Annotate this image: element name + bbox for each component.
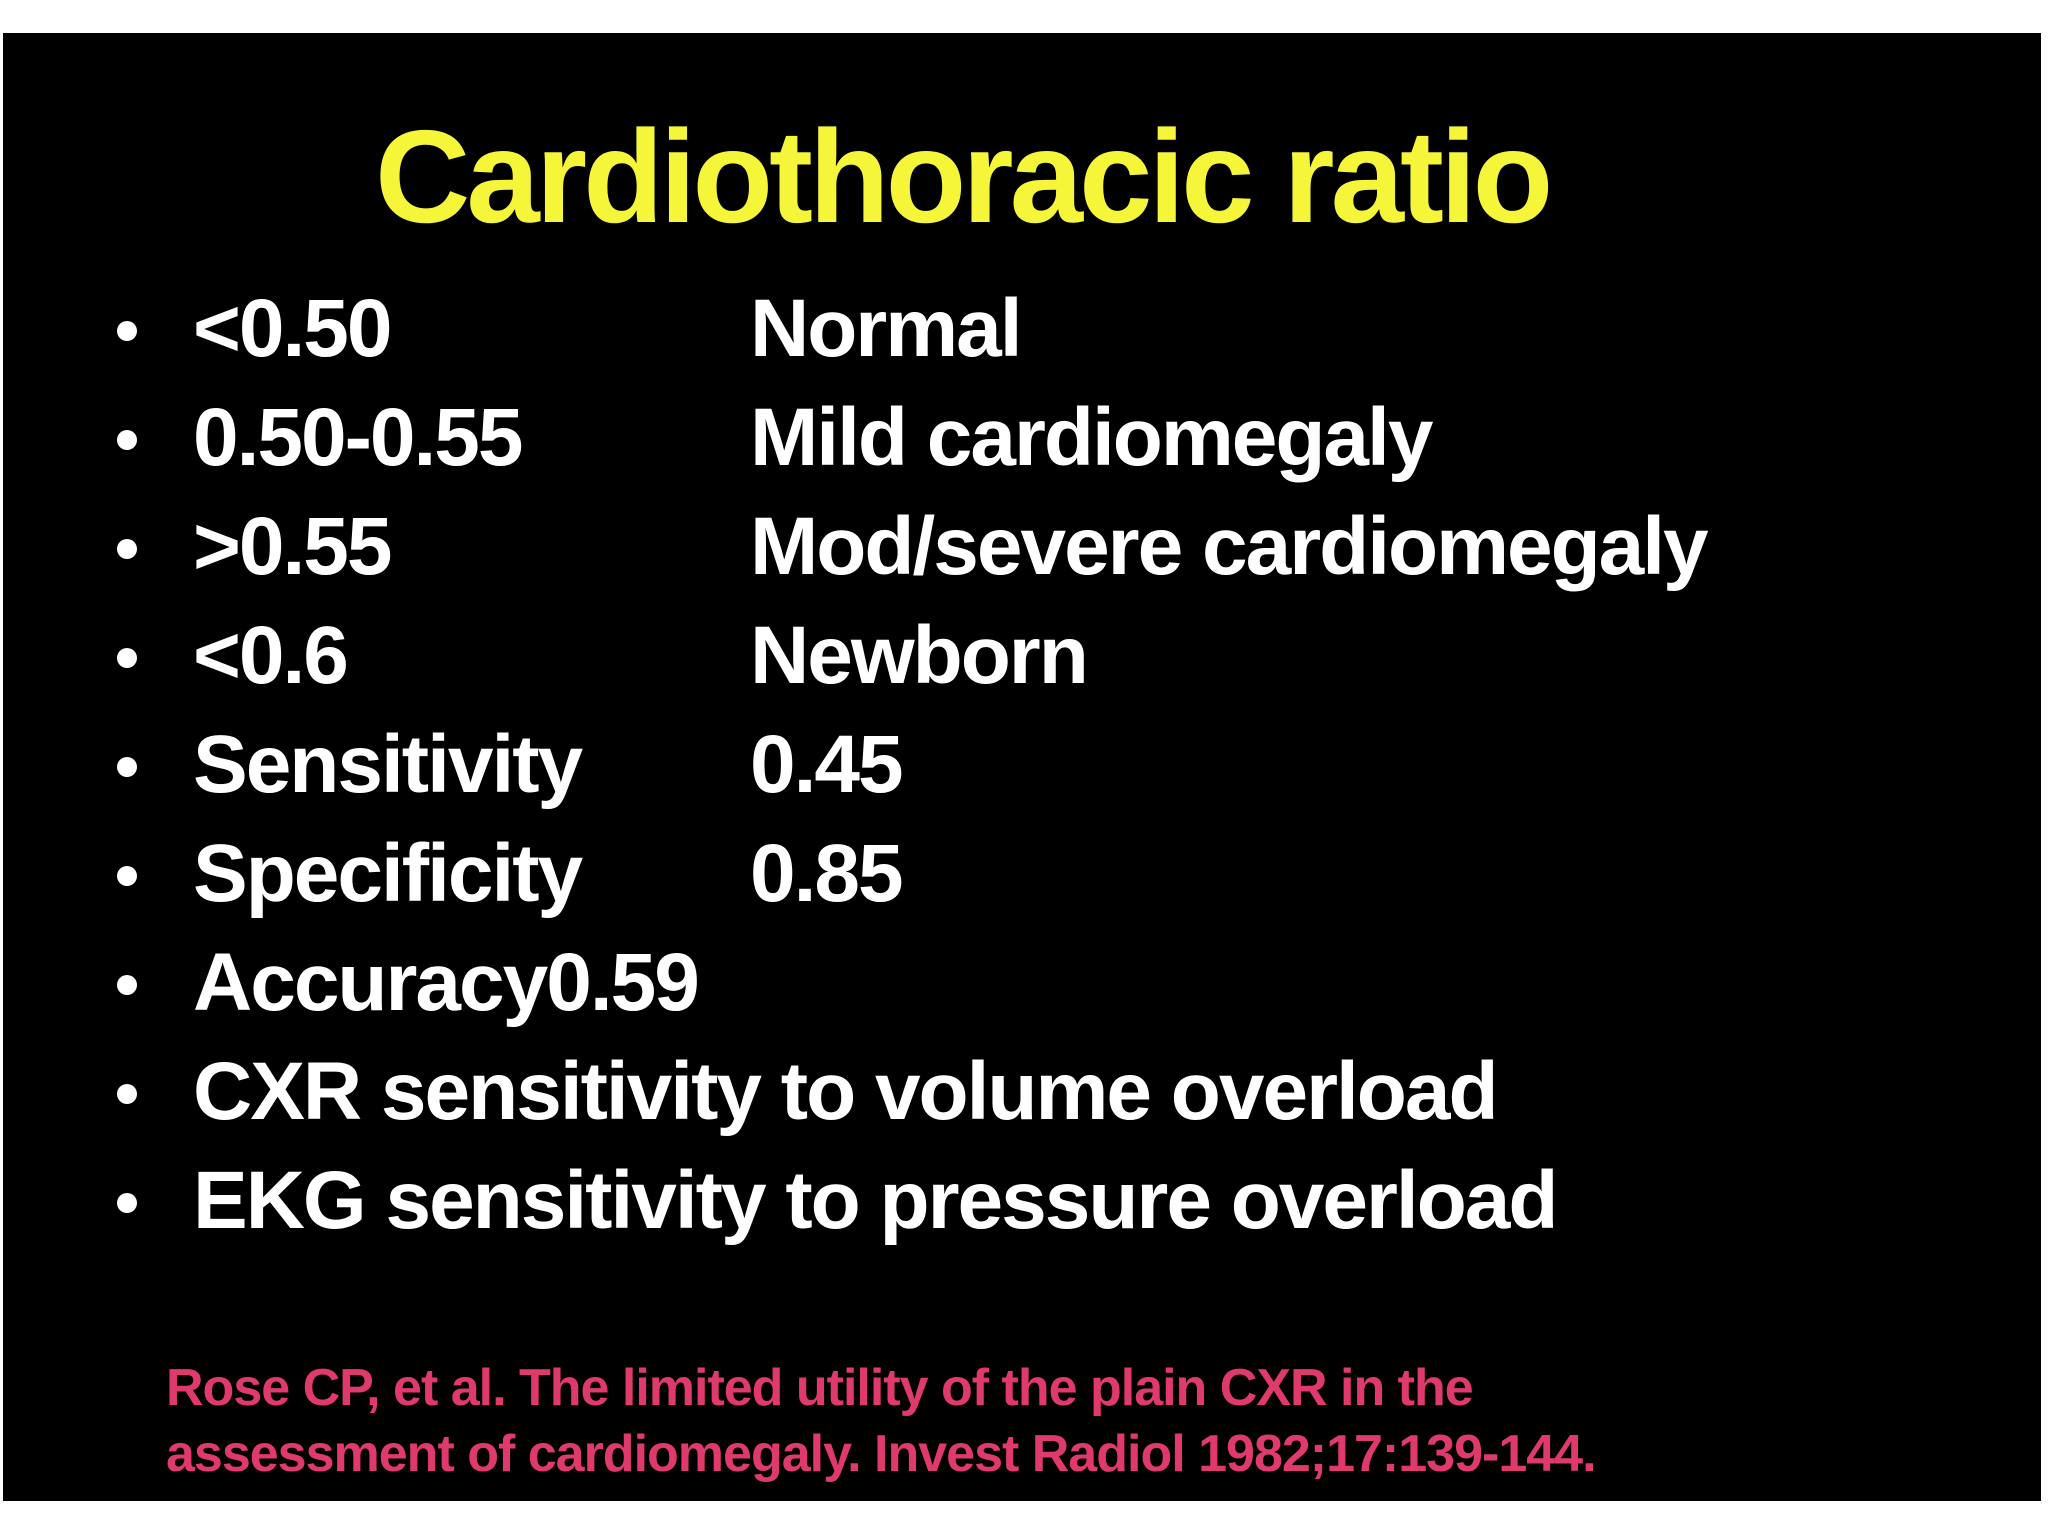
- bullet-item: EKG sensitivity to pressure overload: [3, 1151, 2041, 1251]
- bullet-value: 0.85: [750, 828, 904, 919]
- bullet-item: Specificity 0.85: [3, 824, 2041, 924]
- bullet-value: 0.45: [750, 719, 904, 810]
- bullet-dot: [117, 539, 137, 559]
- bullet-label: Specificity: [193, 828, 583, 919]
- bullet-label: >0.55: [193, 501, 392, 592]
- bullet-label: CXR sensitivity to volume overload: [193, 1046, 1499, 1137]
- citation-line: assessment of cardiomegaly. Invest Radio…: [166, 1425, 1597, 1483]
- citation: Rose CP, et al. The limited utility of t…: [166, 1355, 1597, 1487]
- bullet-value: Mild cardiomegaly: [750, 392, 1433, 483]
- bullet-item: <0.6 Newborn: [3, 606, 2041, 706]
- bullet-label: 0.50-0.55: [193, 392, 523, 483]
- bullet-dot: [117, 1193, 137, 1213]
- citation-line: Rose CP, et al. The limited utility of t…: [166, 1359, 1474, 1417]
- bullet-label: <0.50: [193, 283, 392, 374]
- bullet-item: 0.50-0.55 Mild cardiomegaly: [3, 388, 2041, 488]
- bullet-value: Newborn: [750, 610, 1089, 701]
- bullet-value: Mod/severe cardiomegaly: [750, 501, 1709, 592]
- bullet-value: Normal: [750, 283, 1023, 374]
- bullet-item: Sensitivity 0.45: [3, 715, 2041, 815]
- bullet-item: CXR sensitivity to volume overload: [3, 1042, 2041, 1142]
- bullet-dot: [117, 866, 137, 886]
- bullet-dot: [117, 757, 137, 777]
- bullet-item: Accuracy0.59: [3, 933, 2041, 1033]
- bullet-dot: [117, 648, 137, 668]
- bullet-item: >0.55 Mod/severe cardiomegaly: [3, 497, 2041, 597]
- bullet-label: Accuracy0.59: [193, 937, 700, 1028]
- slide-title: Cardiothoracic ratio: [375, 103, 1553, 250]
- bullet-label: <0.6: [193, 610, 349, 701]
- bullet-label: EKG sensitivity to pressure overload: [193, 1155, 1558, 1246]
- bullet-label: Sensitivity: [193, 719, 583, 810]
- bullet-dot: [117, 321, 137, 341]
- bullet-item: <0.50 Normal: [3, 279, 2041, 379]
- slide: Cardiothoracic ratio <0.50 Normal 0.50-0…: [3, 33, 2041, 1501]
- bullet-dot: [117, 430, 137, 450]
- bullet-dot: [117, 1084, 137, 1104]
- bullet-dot: [117, 975, 137, 995]
